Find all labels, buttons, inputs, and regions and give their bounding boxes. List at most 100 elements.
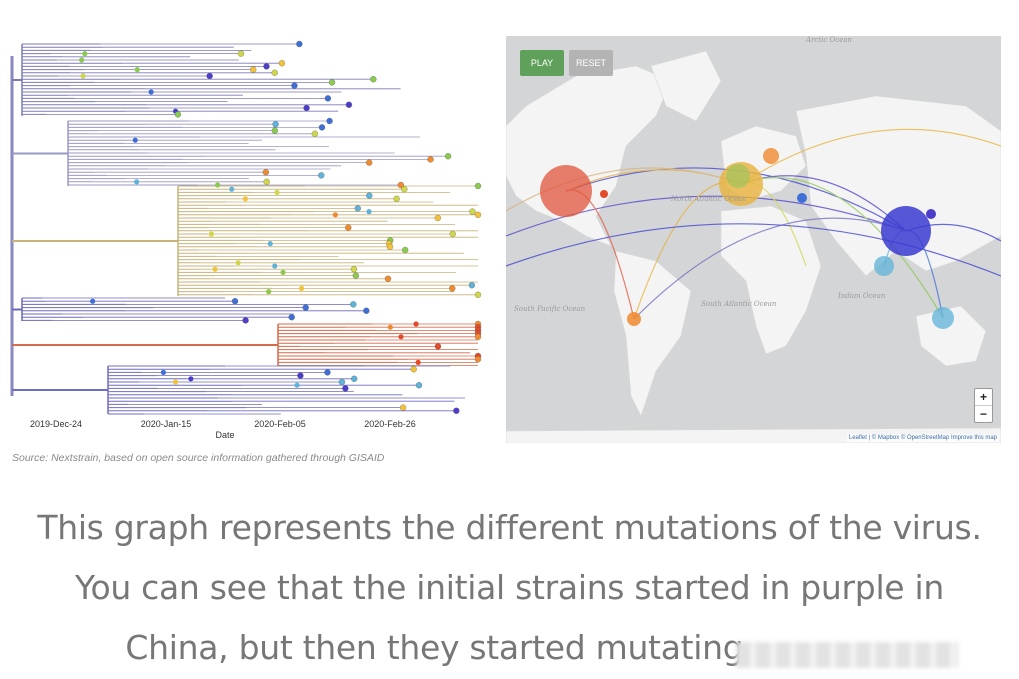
tree-tip[interactable] (263, 63, 270, 70)
tree-tip[interactable] (434, 343, 442, 350)
tree-tip[interactable] (387, 324, 393, 330)
japan-bubble[interactable] (926, 209, 936, 219)
tree-tip[interactable] (266, 289, 272, 295)
tree-tip[interactable] (208, 231, 215, 237)
middle-east-bubble[interactable] (797, 193, 807, 203)
tree-tip[interactable] (434, 214, 441, 222)
tree-tip[interactable] (370, 76, 377, 83)
tree-tip[interactable] (174, 111, 182, 118)
tree-tip[interactable] (398, 334, 404, 340)
tree-tip[interactable] (449, 230, 456, 238)
tree-tip[interactable] (237, 50, 245, 57)
tree-tip[interactable] (399, 404, 407, 411)
tree-tip[interactable] (297, 372, 304, 379)
tree-tip[interactable] (302, 304, 309, 311)
tree-tip[interactable] (82, 51, 88, 57)
tree-tip[interactable] (262, 169, 270, 176)
tree-tip[interactable] (363, 307, 370, 314)
tree-tip[interactable] (235, 260, 241, 266)
tree-tip[interactable] (188, 376, 194, 382)
tree-tip[interactable] (474, 211, 482, 218)
tree-tip[interactable] (366, 192, 373, 199)
tree-tip[interactable] (474, 182, 482, 190)
map-attribution[interactable]: Leaflet | © Mapbox © OpenStreetMap Impro… (846, 434, 999, 442)
usa-bubble[interactable] (540, 165, 592, 217)
tree-tip[interactable] (351, 375, 358, 382)
tree-tip[interactable] (214, 182, 221, 188)
tree-tip[interactable] (299, 285, 305, 291)
tree-tip[interactable] (172, 379, 179, 385)
tree-tip[interactable] (324, 369, 331, 376)
tree-tip[interactable] (280, 269, 286, 275)
tree-tip[interactable] (318, 124, 326, 131)
tree-tip[interactable] (449, 285, 456, 292)
tree-tip[interactable] (242, 196, 249, 202)
tree-tip[interactable] (338, 378, 346, 386)
tree-tip[interactable] (267, 241, 273, 247)
tree-tip[interactable] (342, 385, 349, 392)
reset-button[interactable]: RESET (569, 50, 613, 76)
tree-tip[interactable] (410, 366, 417, 373)
tree-tip[interactable] (278, 60, 286, 67)
tree-tip[interactable] (453, 407, 460, 414)
tree-tip[interactable] (384, 275, 392, 282)
tree-tip[interactable] (160, 369, 166, 375)
tree-tip[interactable] (366, 159, 373, 166)
play-button[interactable]: PLAY (520, 50, 564, 76)
zoom-in-button[interactable]: + (975, 389, 992, 406)
tree-tip[interactable] (294, 382, 300, 388)
south-america-bubble[interactable] (627, 312, 641, 326)
tree-tip[interactable] (427, 156, 434, 163)
tree-tip[interactable] (148, 89, 154, 95)
tree-tip[interactable] (311, 130, 319, 137)
tree-tip[interactable] (206, 72, 213, 80)
tree-tip[interactable] (474, 333, 482, 340)
tree-tip[interactable] (212, 266, 218, 272)
transmission-map[interactable]: Arctic Ocean North Atlantic Ocean South … (506, 36, 1001, 443)
tree-tip[interactable] (469, 208, 476, 215)
tree-tip[interactable] (318, 172, 325, 179)
tree-tip[interactable] (397, 181, 404, 189)
tree-tip[interactable] (415, 359, 421, 365)
tree-tip[interactable] (413, 321, 419, 327)
tree-tip[interactable] (303, 104, 310, 112)
tree-tip[interactable] (134, 179, 140, 185)
tree-tip[interactable] (366, 209, 372, 215)
se-asia-bubble[interactable] (874, 256, 894, 276)
tree-tip[interactable] (354, 205, 361, 212)
tree-tip[interactable] (352, 272, 360, 279)
tree-tip[interactable] (242, 317, 249, 324)
tree-tip[interactable] (468, 282, 476, 289)
australia-bubble[interactable] (932, 307, 954, 329)
tree-tip[interactable] (272, 121, 279, 128)
europe-bubble-green[interactable] (726, 164, 750, 188)
tree-tip[interactable] (134, 67, 140, 73)
tree-tip[interactable] (296, 40, 303, 48)
tree-tip[interactable] (271, 127, 278, 134)
tree-tip[interactable] (345, 101, 353, 108)
tree-tip[interactable] (393, 195, 400, 202)
tree-tip[interactable] (326, 117, 333, 125)
tree-tip[interactable] (386, 243, 394, 250)
tree-tip[interactable] (474, 356, 482, 363)
tree-tip[interactable] (80, 73, 86, 79)
tree-tip[interactable] (250, 66, 257, 73)
tree-tip[interactable] (328, 79, 336, 86)
tree-tip[interactable] (231, 298, 239, 305)
tree-tip[interactable] (274, 189, 280, 195)
tree-tip[interactable] (402, 246, 409, 254)
zoom-out-button[interactable]: − (979, 407, 987, 421)
tree-tip[interactable] (444, 153, 452, 160)
tree-tip[interactable] (132, 137, 138, 143)
tree-tip[interactable] (345, 224, 352, 231)
tree-tip[interactable] (288, 314, 295, 321)
tree-tip[interactable] (229, 186, 235, 192)
tree-tip[interactable] (415, 382, 423, 389)
tree-tip[interactable] (474, 291, 482, 298)
tree-tip[interactable] (401, 186, 408, 193)
east-coast-bubble[interactable] (600, 190, 608, 198)
tree-tip[interactable] (291, 82, 298, 89)
tree-tip[interactable] (272, 263, 278, 269)
tree-tip[interactable] (324, 95, 332, 102)
tree-tip[interactable] (263, 178, 270, 185)
